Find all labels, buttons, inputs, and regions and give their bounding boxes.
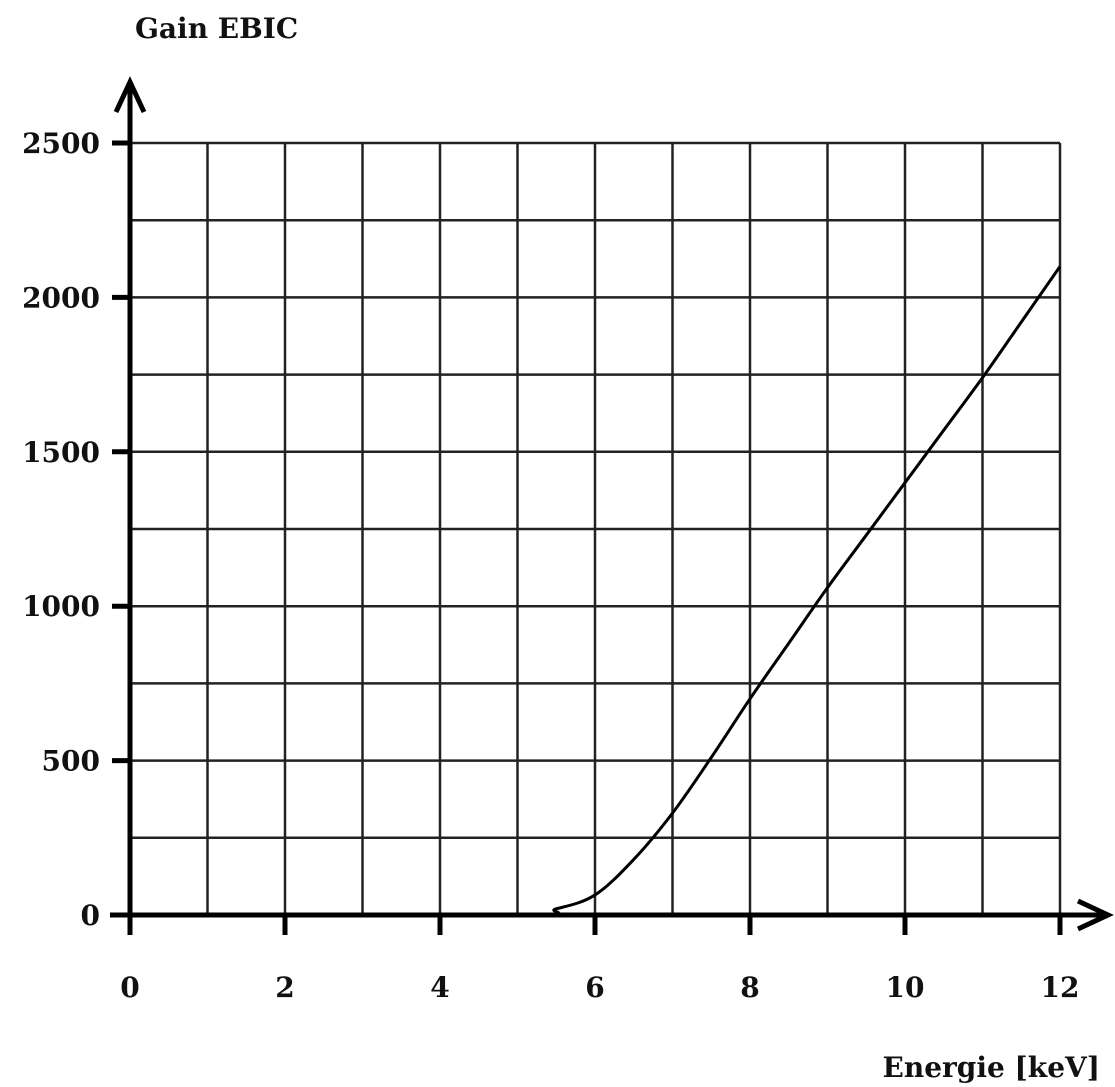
- y-axis-title: Gain EBIC: [135, 12, 298, 45]
- y-tick-labels: 0 500 1000 1500 2000 2500: [22, 127, 100, 932]
- x-tick-labels: 0 2 4 6 8 10 12: [120, 971, 1079, 1004]
- y-tick-label: 500: [42, 745, 100, 778]
- x-tick-label: 10: [886, 971, 925, 1004]
- y-tick-label: 2500: [22, 127, 100, 160]
- y-tick-label: 1000: [22, 590, 100, 623]
- axes: [110, 76, 1114, 935]
- y-tick-label: 0: [81, 899, 100, 932]
- y-axis-arrow: [113, 76, 147, 114]
- series-group: [130, 265, 1062, 917]
- x-tick-label: 6: [585, 971, 604, 1004]
- x-tick-label: 2: [275, 971, 294, 1004]
- grid: [130, 141, 1062, 915]
- y-tick-label: 2000: [22, 281, 100, 314]
- x-tick-label: 0: [120, 971, 139, 1004]
- x-tick-label: 8: [740, 971, 759, 1004]
- x-tick-label: 4: [430, 971, 449, 1004]
- x-tick-label: 12: [1041, 971, 1080, 1004]
- x-axis-title: Energie [keV]: [883, 1051, 1100, 1084]
- y-tick-label: 1500: [22, 436, 100, 469]
- x-axis-arrow: [1076, 898, 1114, 932]
- series-line-0: [130, 265, 1062, 917]
